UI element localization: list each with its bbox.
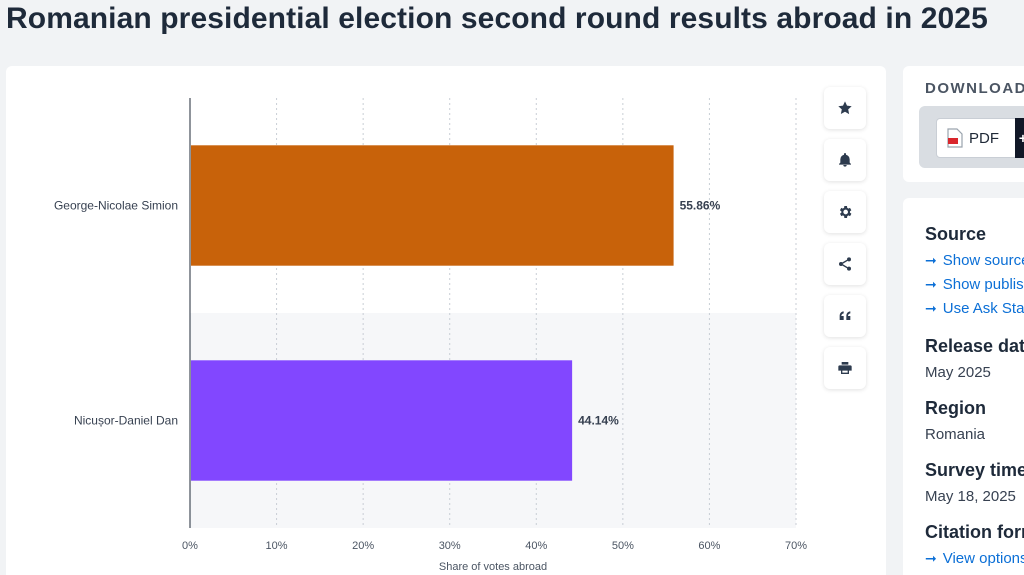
show-publisher-link[interactable]: ➞ Show publisher information [925, 276, 1024, 293]
arrow-right-icon: ➞ [925, 276, 937, 292]
citation-heading: Citation formats [925, 522, 1024, 542]
show-source-label: Show source [942, 252, 1024, 269]
arrow-right-icon: ➞ [925, 550, 937, 566]
pdf-label: PDF [969, 129, 999, 147]
ask-statista-label: Use Ask Statista Research Service [942, 300, 1024, 317]
data-label: 55.86% [680, 199, 721, 213]
more-downloads-button[interactable]: + [1015, 118, 1024, 158]
arrow-right-icon: ➞ [925, 300, 937, 316]
download-panel: DOWNLOAD PDF + [903, 66, 1024, 182]
release-date-heading: Release date [925, 336, 1024, 356]
region-value: Romania [925, 426, 986, 443]
view-options-link[interactable]: ➞ View options [925, 550, 1024, 567]
pdf-file-icon [947, 128, 963, 148]
bar [191, 145, 674, 266]
quote-icon [839, 311, 851, 320]
x-axis-title: Share of votes abroad [439, 561, 547, 573]
bell-icon [839, 153, 851, 167]
x-tick-label: 0% [182, 540, 198, 552]
arrow-right-icon: ➞ [925, 252, 937, 268]
view-options-label: View options [942, 550, 1024, 567]
release-date-value: May 2025 [925, 364, 991, 381]
source-heading: Source [925, 224, 987, 244]
show-publisher-label: Show publisher information [942, 276, 1024, 293]
x-tick-label: 30% [439, 540, 461, 552]
x-tick-label: 70% [785, 540, 807, 552]
region-heading: Region [925, 398, 986, 418]
show-source-link[interactable]: ➞ Show source [925, 252, 1024, 269]
share-icon [839, 257, 851, 271]
x-tick-label: 40% [525, 540, 547, 552]
star-icon [838, 101, 852, 115]
download-label: DOWNLOAD [925, 80, 1024, 97]
print-button[interactable] [824, 347, 866, 389]
survey-time-heading: Survey time period [925, 460, 1024, 480]
category-label: Nicușor-Daniel Dan [74, 414, 178, 428]
x-tick-label: 20% [352, 540, 374, 552]
download-options: PDF + [919, 106, 1024, 168]
pdf-download-button[interactable]: PDF [936, 118, 1018, 158]
notification-button[interactable] [824, 139, 866, 181]
favorite-button[interactable] [824, 87, 866, 129]
gear-icon [839, 206, 852, 218]
x-tick-label: 60% [698, 540, 720, 552]
x-tick-label: 10% [266, 540, 288, 552]
bar [191, 360, 573, 481]
print-icon [838, 362, 852, 374]
settings-button[interactable] [824, 191, 866, 233]
survey-time-value: May 18, 2025 [925, 488, 1016, 505]
chart: 0% 10% 20% 30% 40% 50% 60% 70% George-Nicolae Si… [54, 98, 807, 573]
page-title: Romanian presidential election second ro… [6, 2, 988, 35]
chart-card: 0% 10% 20% 30% 40% 50% 60% 70% George-Nicolae Si… [6, 66, 886, 575]
x-tick-label: 50% [612, 540, 634, 552]
share-button[interactable] [824, 243, 866, 285]
ask-statista-link[interactable]: ➞ Use Ask Statista Research Service [925, 300, 1024, 317]
citation-button[interactable] [824, 295, 866, 337]
category-label: George-Nicolae Simion [54, 199, 178, 213]
data-label: 44.14% [578, 414, 619, 428]
info-panel: Source ➞ Show source ➞ Show publisher info… [903, 198, 1024, 575]
